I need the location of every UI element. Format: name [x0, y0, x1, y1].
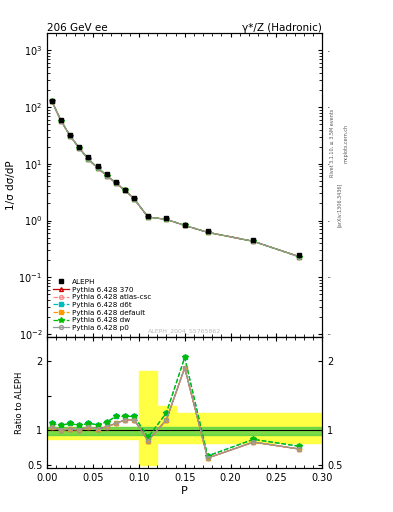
Text: γ*/Z (Hadronic): γ*/Z (Hadronic) — [242, 23, 322, 32]
Text: mcplots.cern.ch: mcplots.cern.ch — [344, 124, 349, 163]
Y-axis label: 1/σ dσ/dP: 1/σ dσ/dP — [6, 160, 16, 210]
Y-axis label: Ratio to ALEPH: Ratio to ALEPH — [15, 371, 24, 434]
Text: 206 GeV ee: 206 GeV ee — [47, 23, 108, 32]
Text: ALEPH_2004_S5765862: ALEPH_2004_S5765862 — [148, 328, 221, 334]
Legend: ALEPH, Pythia 6.428 370, Pythia 6.428 atlas-csc, Pythia 6.428 d6t, Pythia 6.428 : ALEPH, Pythia 6.428 370, Pythia 6.428 at… — [51, 276, 153, 333]
Text: Rivet 3.1.10, ≥ 3.5M events: Rivet 3.1.10, ≥ 3.5M events — [329, 109, 334, 178]
Text: [arXiv:1306.3436]: [arXiv:1306.3436] — [337, 183, 342, 227]
X-axis label: P: P — [181, 486, 188, 496]
